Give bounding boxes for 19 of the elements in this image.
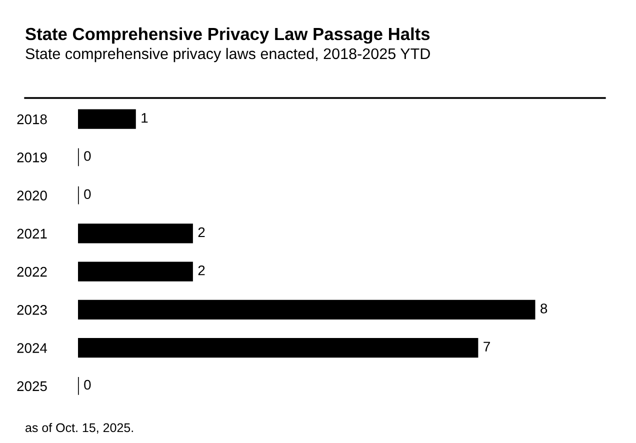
data-label: 0	[84, 189, 91, 200]
data-label: 1	[142, 113, 148, 123]
data-label: 8	[540, 304, 548, 314]
y-tick-label: 2024	[17, 343, 48, 353]
data-label: 2	[198, 265, 205, 276]
data-label: 0	[84, 380, 91, 390]
chart-subtitle: State comprehensive privacy laws enacted, 2018-2025 YTD	[26, 48, 430, 62]
y-tick-label: 2022	[17, 266, 47, 277]
y-tick-label: 2023	[17, 305, 47, 315]
text: as of Oct. 15, 2025.	[26, 422, 133, 434]
y-tick-label: 2020	[17, 190, 47, 200]
y-tick-label: 2025	[17, 381, 47, 392]
data-label: 0	[84, 151, 91, 161]
y-tick-label: 2019	[17, 152, 47, 162]
data-label: 7	[484, 342, 490, 352]
y-tick-label: 2018	[17, 114, 47, 124]
data-label: 2	[198, 227, 205, 238]
chart-title: State Comprehensive Privacy Law Passage Halts	[26, 27, 430, 44]
y-tick-label: 2021	[17, 228, 47, 239]
